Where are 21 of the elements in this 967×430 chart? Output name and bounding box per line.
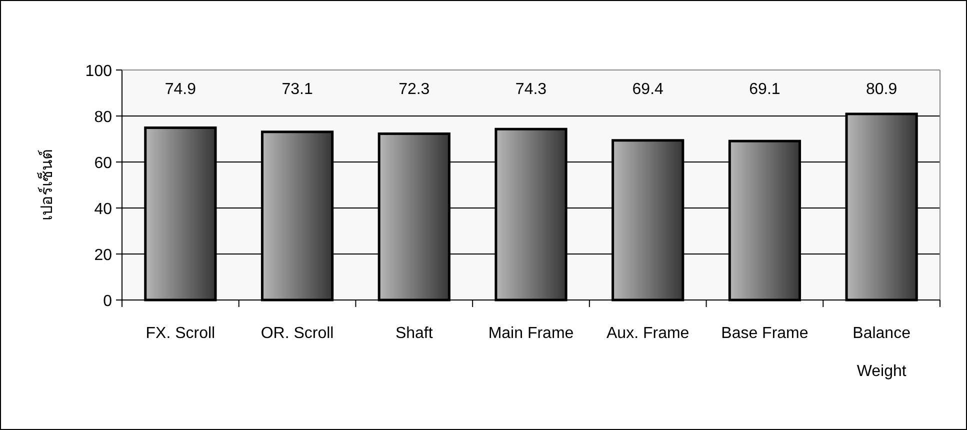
x-tick-label: Base Frame: [721, 325, 808, 342]
data-label: 80.9: [866, 81, 898, 98]
x-tick-label: FX. Scroll: [146, 325, 216, 342]
y-tick-label: 0: [103, 293, 112, 310]
data-label: 74.3: [515, 81, 547, 98]
data-label: 69.1: [749, 81, 780, 98]
x-tick-label: Shaft: [395, 325, 434, 342]
category-label: Balance Weight: [852, 325, 910, 380]
y-tick-label: 80: [94, 109, 112, 126]
y-axis-title: เปอร์เซ็นต์: [36, 150, 56, 220]
y-tick-label: 20: [94, 247, 112, 264]
y-tick-label: 60: [94, 155, 112, 172]
data-label: 69.4: [632, 81, 664, 98]
data-label: 72.3: [398, 81, 430, 98]
y-tick-label: 40: [94, 201, 112, 218]
x-tick-label: Main Frame: [488, 325, 574, 342]
y-tick-label: 100: [85, 63, 112, 80]
data-label: 74.9: [164, 81, 196, 98]
x-tick-label: OR. Scroll: [260, 325, 334, 342]
data-label: 73.1: [282, 81, 313, 98]
x-tick-label: Aux. Frame: [606, 325, 690, 342]
